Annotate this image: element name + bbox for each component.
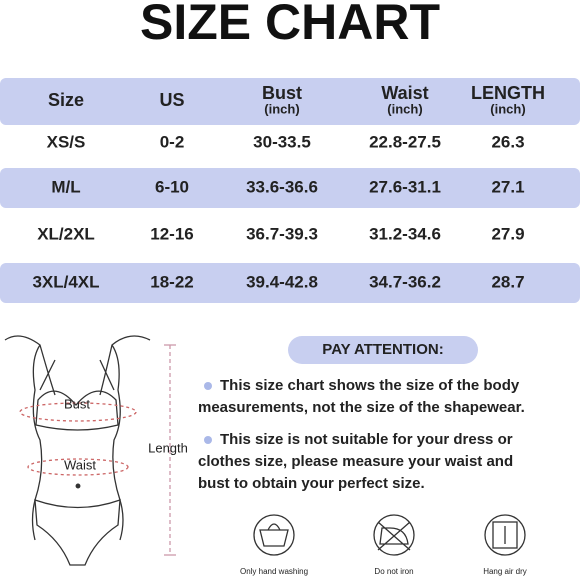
cell: 3XL/4XL: [32, 272, 99, 291]
title: SIZE CHART: [140, 0, 440, 50]
cell: 12-16: [150, 224, 193, 243]
notice-heading: PAY ATTENTION:: [322, 341, 443, 358]
size-table: Size US Bust(inch)Waist(inch)LENGTH(inch)X…: [0, 78, 580, 303]
column-header: Bust: [262, 83, 302, 103]
notice-pill: [288, 336, 478, 364]
column-header: LENGTH: [471, 83, 545, 103]
cell: XS/S: [47, 132, 86, 151]
cell: 36.7-39.3: [246, 224, 318, 243]
notes: This size chart shows the size of the bo…: [198, 377, 525, 492]
body-figure: [4, 335, 176, 566]
cell: 28.7: [491, 272, 524, 291]
note-line: This size is not suitable for your dress…: [220, 431, 513, 448]
note-line: clothes size, please measure your waist …: [198, 453, 513, 470]
row-band: [0, 168, 580, 208]
care-labels: Only hand washing Do not iron Hang air dry: [240, 567, 527, 576]
bust-label: Bust: [64, 396, 90, 411]
length-label: Length: [148, 440, 188, 455]
waist-label: Waist: [64, 457, 96, 472]
bullet: [204, 382, 212, 390]
cell: 39.4-42.8: [246, 272, 318, 291]
cell: 33.6-36.6: [246, 177, 318, 196]
column-unit: (inch): [387, 101, 422, 116]
note-line: measurements, not the size of the shapew…: [198, 399, 525, 416]
column-header: Size: [48, 90, 84, 110]
cell: 22.8-27.5: [369, 132, 441, 151]
care-label: Only hand washing: [240, 567, 308, 576]
care-icons: [253, 514, 526, 556]
column-unit: (inch): [490, 101, 525, 116]
column-header: Waist: [381, 83, 428, 103]
column-header: US: [159, 90, 184, 110]
cell: 0-2: [160, 132, 185, 151]
row-band: [0, 263, 580, 303]
care-label: Hang air dry: [483, 567, 527, 576]
cell: 27.6-31.1: [369, 177, 441, 196]
cell: 30-33.5: [253, 132, 311, 151]
note-line: This size chart shows the size of the bo…: [220, 377, 520, 394]
cell: 27.1: [491, 177, 524, 196]
note-line: bust to obtain your perfect size.: [198, 475, 425, 492]
care-label: Do not iron: [374, 567, 413, 576]
cell: 27.9: [491, 224, 524, 243]
cell: 34.7-36.2: [369, 272, 441, 291]
cell: 26.3: [491, 132, 524, 151]
cell: 6-10: [155, 177, 189, 196]
cell: 18-22: [150, 272, 193, 291]
bullet: [204, 436, 212, 444]
cell: 31.2-34.6: [369, 224, 441, 243]
cell: XL/2XL: [37, 224, 95, 243]
header-band: [0, 78, 580, 125]
cell: M/L: [51, 177, 80, 196]
column-unit: (inch): [264, 101, 299, 116]
